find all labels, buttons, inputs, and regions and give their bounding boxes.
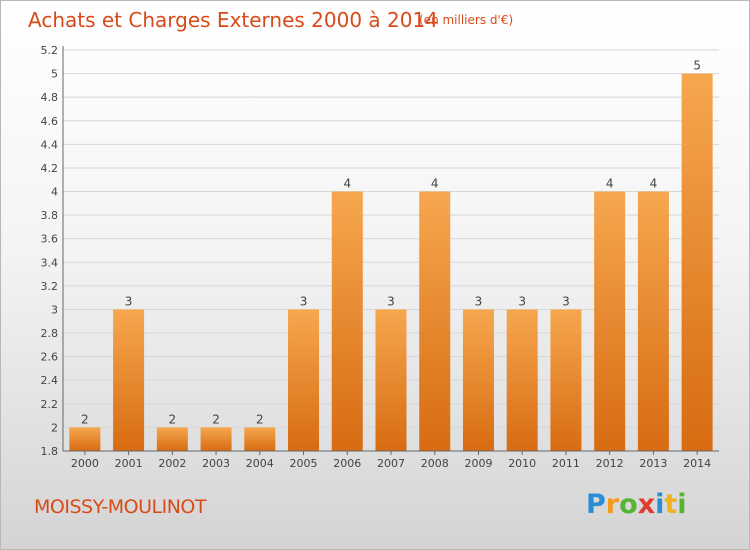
chart-title: Achats et Charges Externes 2000 à 2014 [28, 8, 438, 32]
x-tick-label: 2004 [246, 457, 274, 470]
y-tick-label: 2 [51, 421, 58, 434]
x-tick-label: 2014 [683, 457, 711, 470]
logo-letter: x [637, 489, 656, 520]
y-tick-label: 4 [51, 186, 58, 199]
data-label: 3 [518, 294, 526, 308]
y-tick-label: 2.4 [41, 374, 59, 387]
proxiti-logo: Proxiti [586, 489, 687, 520]
bar-2008 [419, 191, 451, 451]
y-tick-label: 2.2 [41, 398, 59, 411]
y-tick-label: 4.8 [41, 91, 59, 104]
axes [62, 46, 719, 455]
logo-letter: o [619, 489, 638, 520]
data-label: 4 [606, 177, 614, 191]
bar-2014 [681, 73, 713, 452]
y-tick-label: 5.2 [41, 44, 59, 57]
data-label: 3 [475, 294, 483, 308]
bar-2001 [113, 309, 145, 451]
data-label: 4 [343, 177, 351, 191]
data-label: 3 [387, 294, 395, 308]
bar-2009 [462, 309, 494, 451]
bar-2013 [637, 191, 669, 451]
y-tick-label: 3.8 [41, 209, 59, 222]
x-tick-labels: 2000 2001 2002 2003 2004 2005 2006 2007 2008 2009… [71, 457, 711, 470]
y-tick-label: 1.8 [41, 445, 59, 458]
logo-letter: i [677, 489, 687, 520]
data-label: 2 [169, 412, 177, 426]
bar-2011 [550, 309, 582, 451]
data-label: 4 [431, 177, 439, 191]
bar-2005 [288, 309, 320, 451]
data-label: 3 [562, 294, 570, 308]
x-tick-label: 2002 [158, 457, 186, 470]
x-tick-label: 2007 [377, 457, 405, 470]
data-label: 4 [650, 177, 658, 191]
data-labels: 2 3 2 2 2 3 4 3 4 3 3 3 4 4 5 [81, 59, 701, 427]
data-label: 2 [81, 412, 89, 426]
x-tick-label: 2011 [552, 457, 580, 470]
y-tick-label: 4.2 [41, 162, 59, 175]
y-tick-label: 5 [51, 68, 58, 81]
data-label: 2 [212, 412, 220, 426]
bar-2007 [375, 309, 407, 451]
bar-2000 [69, 427, 101, 451]
y-tick-label: 3.4 [41, 256, 59, 269]
x-tick-label: 2001 [115, 457, 143, 470]
x-tick-label: 2010 [508, 457, 536, 470]
bar-2012 [594, 191, 626, 451]
x-tick-label: 2008 [421, 457, 449, 470]
y-tick-label: 2.8 [41, 327, 59, 340]
logo-letter: r [605, 489, 620, 520]
y-tick-label: 3.2 [41, 280, 59, 293]
x-tick-label: 2013 [639, 457, 667, 470]
y-tick-label: 4.6 [41, 115, 59, 128]
bars [69, 73, 713, 452]
y-tick-label: 4.4 [41, 138, 59, 151]
y-tick-label: 2.6 [41, 351, 59, 364]
logo-letter: P [586, 489, 606, 520]
y-tick-label: 3.6 [41, 233, 59, 246]
y-tick-labels: 1.8 2 2.2 2.4 2.6 2.8 3 3.2 3.4 3.6 3.8 4 4.2 4.4 4.6 4… [41, 44, 59, 458]
data-label: 2 [256, 412, 264, 426]
logo-letter: t [664, 489, 678, 520]
x-tick-label: 2012 [596, 457, 624, 470]
y-tick-label: 3 [51, 303, 58, 316]
data-label: 3 [300, 294, 308, 308]
x-tick-label: 2005 [290, 457, 318, 470]
x-tick-label: 2006 [333, 457, 361, 470]
logo-letter: i [655, 489, 665, 520]
x-tick-label: 2009 [464, 457, 492, 470]
data-label: 5 [693, 59, 701, 73]
bar-2004 [244, 427, 276, 451]
commune-name: MOISSY-MOULINOT [34, 496, 207, 518]
bar-2002 [156, 427, 188, 451]
x-tick-label: 2000 [71, 457, 99, 470]
bar-2003 [200, 427, 232, 451]
x-tick-label: 2003 [202, 457, 230, 470]
data-label: 3 [125, 294, 133, 308]
bar-2010 [506, 309, 538, 451]
chart-subtitle: (en milliers d'€) [419, 13, 514, 27]
bar-2006 [331, 191, 363, 451]
